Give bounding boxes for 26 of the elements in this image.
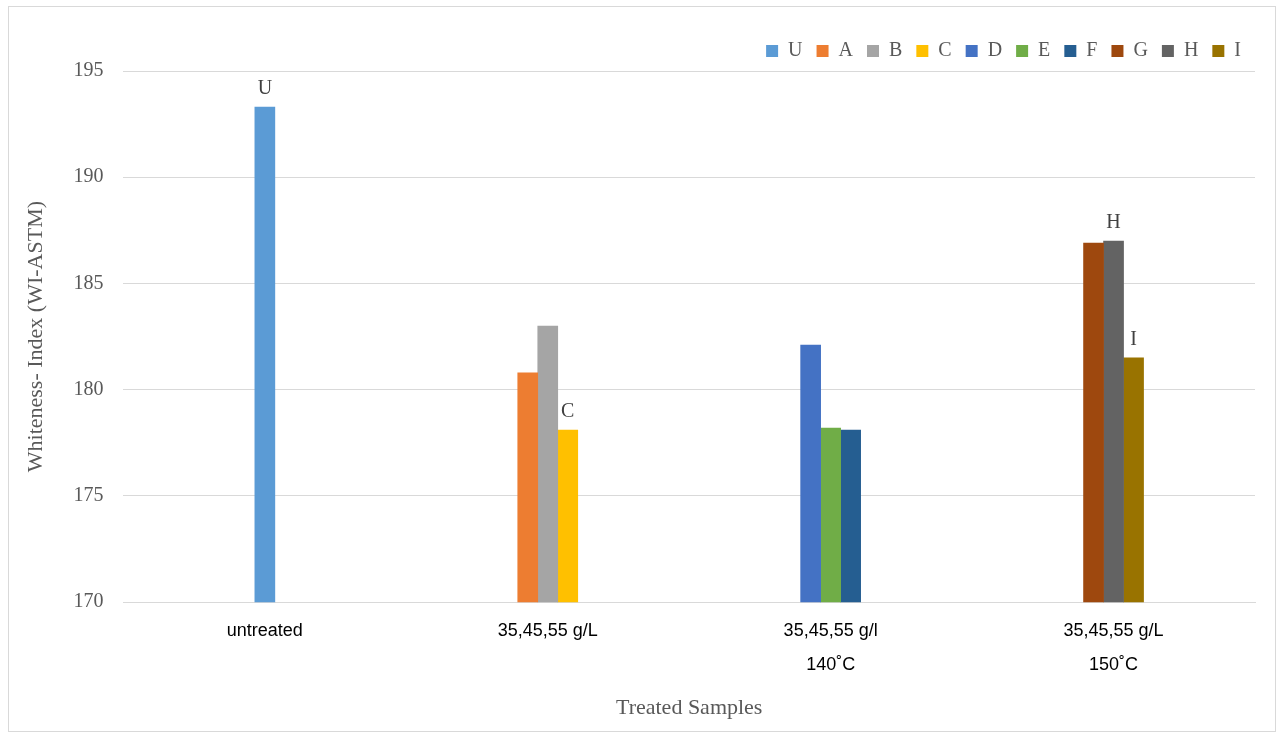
data-label: I xyxy=(1130,327,1137,350)
legend-label: I xyxy=(1234,38,1242,61)
legend-label: U xyxy=(788,38,804,61)
data-label: H xyxy=(1106,210,1121,233)
x-tick-label: 35,45,55 g/L xyxy=(497,620,598,641)
y-axis-title: Whiteness- Index (WI-ASTM) xyxy=(21,200,47,473)
legend-label: G xyxy=(1133,38,1148,61)
data-label: C xyxy=(561,399,575,422)
x-axis-title: Treated Samples xyxy=(615,693,763,719)
legend-label: E xyxy=(1038,38,1051,61)
y-tick-label: 175 xyxy=(73,483,104,506)
y-tick-label: 195 xyxy=(73,58,104,81)
y-tick-label: 185 xyxy=(73,270,104,293)
legend-label: H xyxy=(1183,38,1199,61)
legend-label: F xyxy=(1086,38,1098,61)
data-label: U xyxy=(257,76,273,99)
legend-label: B xyxy=(888,38,903,61)
x-tick-label: 35,45,55 g/l 140˚C xyxy=(783,620,878,675)
y-tick-label: 190 xyxy=(73,164,104,187)
y-tick-label: 170 xyxy=(73,589,104,612)
y-tick-label: 180 xyxy=(73,376,104,399)
legend-label: D xyxy=(987,38,1003,61)
legend-label: A xyxy=(838,38,854,61)
x-tick-label: 35,45,55 g/L 150˚C xyxy=(1063,620,1164,675)
legend-label: C xyxy=(938,38,952,61)
x-tick-label: untreated xyxy=(226,620,303,641)
